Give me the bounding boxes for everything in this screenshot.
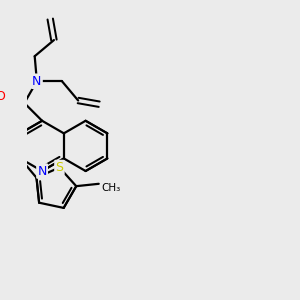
Text: N: N [38,164,47,178]
Text: S: S [56,161,63,174]
Text: CH₃: CH₃ [101,183,121,193]
Text: N: N [32,75,42,88]
Text: O: O [0,90,5,103]
